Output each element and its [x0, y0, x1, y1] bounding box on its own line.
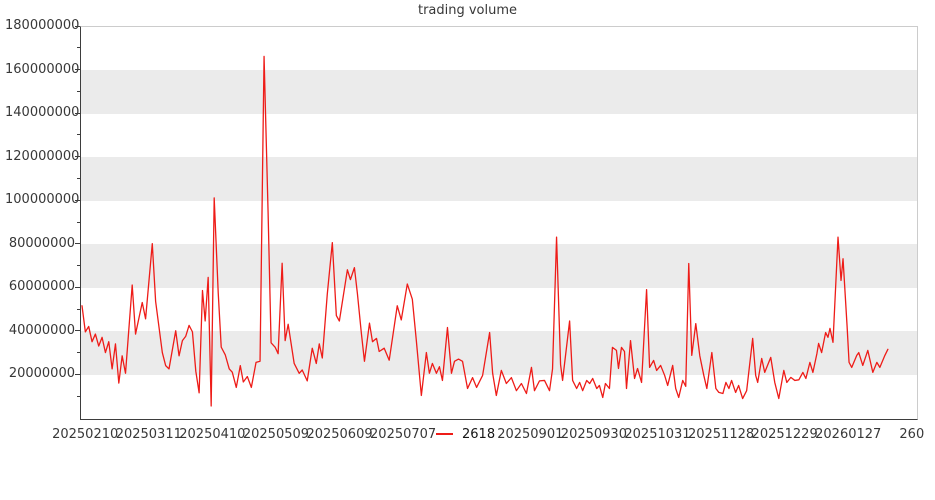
y-major-tick — [75, 69, 80, 71]
y-major-tick — [75, 112, 80, 114]
x-tick-label: 20250930 — [560, 427, 627, 442]
y-tick-label: 140000000 — [5, 105, 80, 121]
y-minor-tick — [77, 47, 80, 49]
x-tick-label: 20251128 — [687, 427, 755, 442]
y-major-tick — [75, 243, 80, 245]
x-tick-label: 20260127 — [815, 427, 882, 442]
y-major-tick — [75, 25, 80, 27]
x-tick-label: 260 — [899, 427, 925, 442]
y-tick-label: 180000000 — [5, 18, 80, 33]
x-tick-label: 20250410 — [179, 427, 246, 442]
y-major-tick — [75, 286, 80, 288]
gray-band-100-120M — [81, 157, 917, 201]
x-tick-label: 20250210 — [52, 427, 119, 442]
y-tick-label: 60000000 — [8, 279, 75, 295]
y-major-tick — [75, 156, 80, 158]
y-tick-label: 160000000 — [5, 61, 80, 77]
x-tick-label: 20250311 — [115, 427, 182, 442]
y-minor-tick — [77, 221, 80, 223]
y-tick-label: 20000000 — [8, 366, 75, 382]
x-tick-label: 20251229 — [751, 427, 818, 442]
x-tick-label: 20250901 — [497, 427, 564, 442]
gray-band-140-160M — [81, 70, 917, 114]
x-tick-label: 20251031 — [624, 427, 691, 442]
x-tick-label: 20250707 — [370, 427, 437, 442]
volume-line-chart — [81, 55, 889, 407]
y-major-tick — [75, 330, 80, 332]
y-tick-label: 120000000 — [5, 148, 80, 164]
y-minor-tick — [77, 134, 80, 136]
y-minor-tick — [77, 177, 80, 179]
chart-title: trading volume — [417, 3, 518, 18]
legend-line-sample-icon — [436, 432, 453, 436]
x-tick-label: 20250609 — [306, 427, 373, 442]
legend: 2618 — [436, 425, 495, 443]
y-minor-tick — [77, 308, 80, 310]
y-major-tick — [75, 199, 80, 201]
plot-area — [80, 25, 918, 420]
y-major-tick — [75, 373, 80, 375]
y-minor-tick — [77, 265, 80, 267]
y-minor-tick — [77, 90, 80, 92]
y-tick-label: 100000000 — [5, 192, 80, 208]
y-tick-label: 80000000 — [8, 235, 75, 251]
y-tick-label: 40000000 — [8, 322, 75, 338]
y-minor-tick — [77, 395, 80, 397]
x-tick-label: 20250509 — [242, 427, 310, 442]
legend-series-label: 2618 — [462, 426, 496, 442]
y-minor-tick — [77, 352, 80, 354]
gray-band-60-80M — [81, 244, 917, 288]
series-2618-line — [81, 55, 889, 407]
